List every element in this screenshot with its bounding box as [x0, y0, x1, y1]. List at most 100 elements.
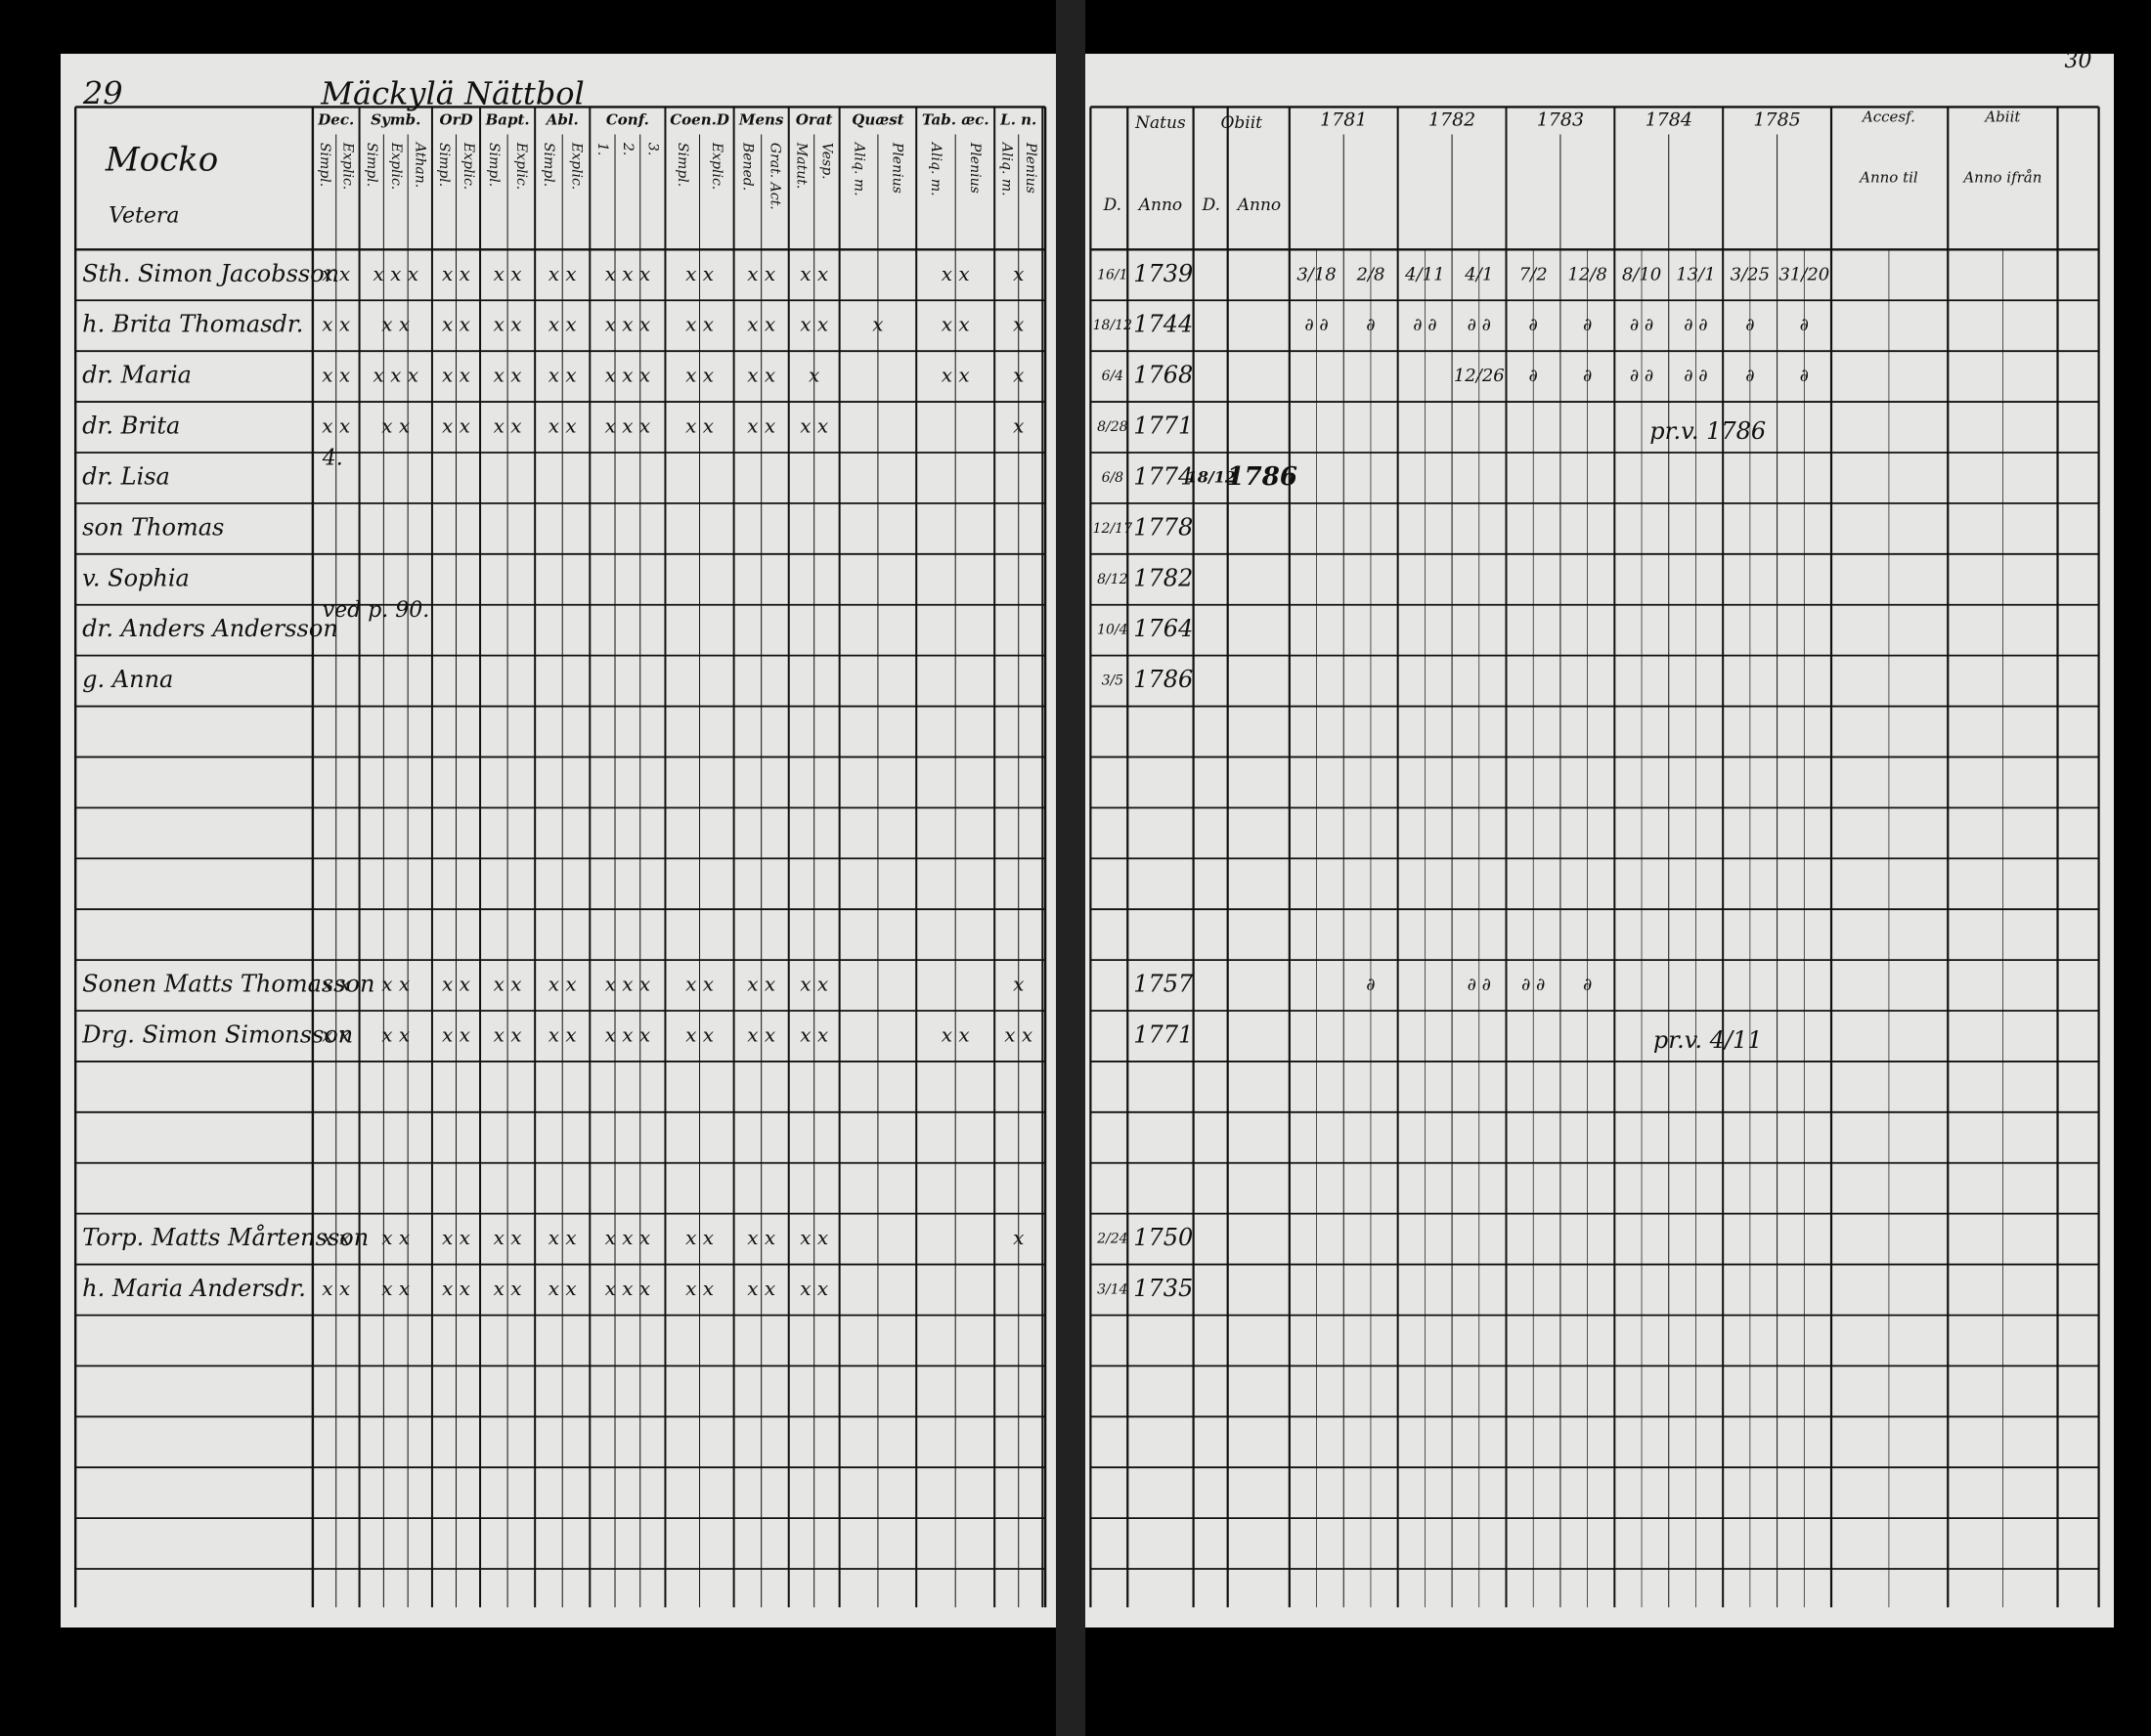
- person-name: dr. Anders Andersson: [82, 615, 338, 642]
- attendance-mark: x x: [442, 1022, 470, 1046]
- attendance-mark: x x x: [373, 262, 418, 285]
- attendance-mark: x: [1013, 313, 1024, 336]
- birth-year: 1778: [1133, 513, 1193, 541]
- attendance-mark: x x: [549, 973, 577, 996]
- attendance-mark: x x: [800, 414, 828, 438]
- birth-year: 1757: [1133, 971, 1194, 998]
- year-mark: ∂ ∂: [1684, 366, 1707, 386]
- attendance-mark: x x: [747, 1226, 775, 1249]
- person-name: Sth. Simon Jacobsson: [82, 260, 339, 287]
- birth-day: 18/12: [1093, 318, 1132, 333]
- person-name: Drg. Simon Simonsson: [81, 1020, 353, 1048]
- attendance-mark: x x: [942, 262, 970, 285]
- left-page: [61, 54, 1070, 1628]
- attendance-mark: x x: [381, 973, 410, 996]
- birth-year: 1750: [1133, 1224, 1193, 1251]
- year-mark: 4/1: [1464, 264, 1493, 284]
- attendance-mark: x x: [1004, 1022, 1032, 1046]
- attendance-mark: x x: [685, 262, 714, 285]
- person-name: dr. Maria: [82, 362, 192, 389]
- year-header: 1785: [1753, 108, 1800, 130]
- attendance-mark: x x: [322, 262, 350, 285]
- person-name: Sonen Matts Thomasson: [82, 971, 374, 998]
- attendance-mark: x x: [442, 262, 470, 285]
- year-mark: ∂ ∂: [1684, 315, 1707, 335]
- year-header: 1781: [1320, 108, 1367, 130]
- column-header: Bapt.: [485, 110, 530, 128]
- attendance-mark: x x x: [605, 1022, 651, 1046]
- attendance-mark: x x: [494, 313, 522, 336]
- year-header: 1782: [1428, 108, 1475, 130]
- year-header: 1784: [1646, 108, 1692, 130]
- birth-year: 1771: [1133, 412, 1193, 440]
- attendance-mark: x x x: [605, 364, 651, 387]
- column-subheader: 3.: [645, 143, 661, 155]
- attendance-mark: x x: [549, 313, 577, 336]
- column-subheader: Simpl.: [675, 143, 690, 187]
- year-mark: ∂ ∂: [1304, 315, 1328, 335]
- attendance-mark: x x: [800, 973, 828, 996]
- attendance-mark: x x: [322, 364, 350, 387]
- subtitle: Vetera: [109, 204, 179, 229]
- right-page: [1077, 54, 2114, 1628]
- page-number: 29: [82, 75, 123, 112]
- attendance-mark: x x: [800, 1226, 828, 1249]
- subheader: Anno: [1236, 195, 1281, 215]
- birth-year: 1764: [1133, 615, 1193, 642]
- column-subheader: Explic.: [568, 142, 584, 190]
- year-mark: 3/18: [1296, 264, 1336, 284]
- attendance-mark: x x: [494, 1022, 522, 1046]
- person-name: Torp. Matts Mårtensson: [82, 1223, 369, 1251]
- attendance-mark: x x x: [605, 1277, 651, 1300]
- year-mark: 12/8: [1567, 264, 1606, 284]
- subheader: D.: [1103, 195, 1121, 215]
- year-mark: 13/1: [1676, 264, 1715, 284]
- year-mark: 2/8: [1355, 264, 1384, 284]
- year-mark: ∂ ∂: [1521, 975, 1545, 995]
- attendance-mark: x x: [747, 313, 775, 336]
- person-name: g. Anna: [82, 666, 173, 693]
- attendance-mark: x x x: [605, 414, 651, 438]
- note: pr.v. 4/11: [1653, 1026, 1763, 1054]
- column-subheader: 2.: [620, 142, 636, 155]
- year-mark: ∂ ∂: [1413, 315, 1436, 335]
- person-name: h. Maria Andersdr.: [82, 1275, 306, 1302]
- column-header: L. n.: [999, 110, 1036, 128]
- binding: [1056, 0, 1085, 1736]
- attendance-mark: x x: [381, 1226, 410, 1249]
- attendance-mark: x x: [549, 364, 577, 387]
- death-year: 1786: [1227, 462, 1297, 492]
- column-subheader: Plenius: [967, 142, 983, 194]
- natus-header: Natus: [1134, 113, 1186, 133]
- year-mark: ∂: [1366, 315, 1375, 335]
- birth-day: 3/5: [1102, 673, 1124, 689]
- attendance-mark: x x: [442, 364, 470, 387]
- attendance-mark: x x: [685, 364, 714, 387]
- column-subheader: Simpl.: [541, 143, 556, 187]
- parish-title: Mocko: [105, 141, 218, 180]
- attendance-mark: x x: [494, 262, 522, 285]
- birth-year: 1774: [1133, 462, 1193, 490]
- attendance-mark: x: [1013, 262, 1024, 285]
- attendance-mark: x x: [549, 262, 577, 285]
- year-mark: 4/11: [1404, 264, 1444, 284]
- column-header: Coen.D: [670, 110, 729, 128]
- column-subheader: Plenius: [890, 142, 905, 194]
- attendance-mark: x x: [494, 1277, 522, 1300]
- year-mark: 12/26: [1454, 366, 1505, 386]
- attendance-mark: x: [1013, 364, 1024, 387]
- year-mark: ∂: [1800, 315, 1809, 335]
- attendance-mark: x x x: [605, 262, 651, 285]
- column-subheader: Bened.: [740, 142, 756, 191]
- column-subheader: Explic.: [388, 142, 404, 190]
- attendance-mark: x x: [322, 973, 350, 996]
- year-header: 1783: [1537, 108, 1584, 130]
- attendance-mark: x x: [549, 414, 577, 438]
- attendance-mark: x x: [381, 1277, 410, 1300]
- attendance-mark: x x x: [605, 1226, 651, 1249]
- death-day: 18/12: [1187, 467, 1236, 486]
- year-mark: ∂: [1745, 366, 1754, 386]
- attendance-mark: x x: [747, 414, 775, 438]
- accessit-header: Accesf.: [1861, 108, 1915, 126]
